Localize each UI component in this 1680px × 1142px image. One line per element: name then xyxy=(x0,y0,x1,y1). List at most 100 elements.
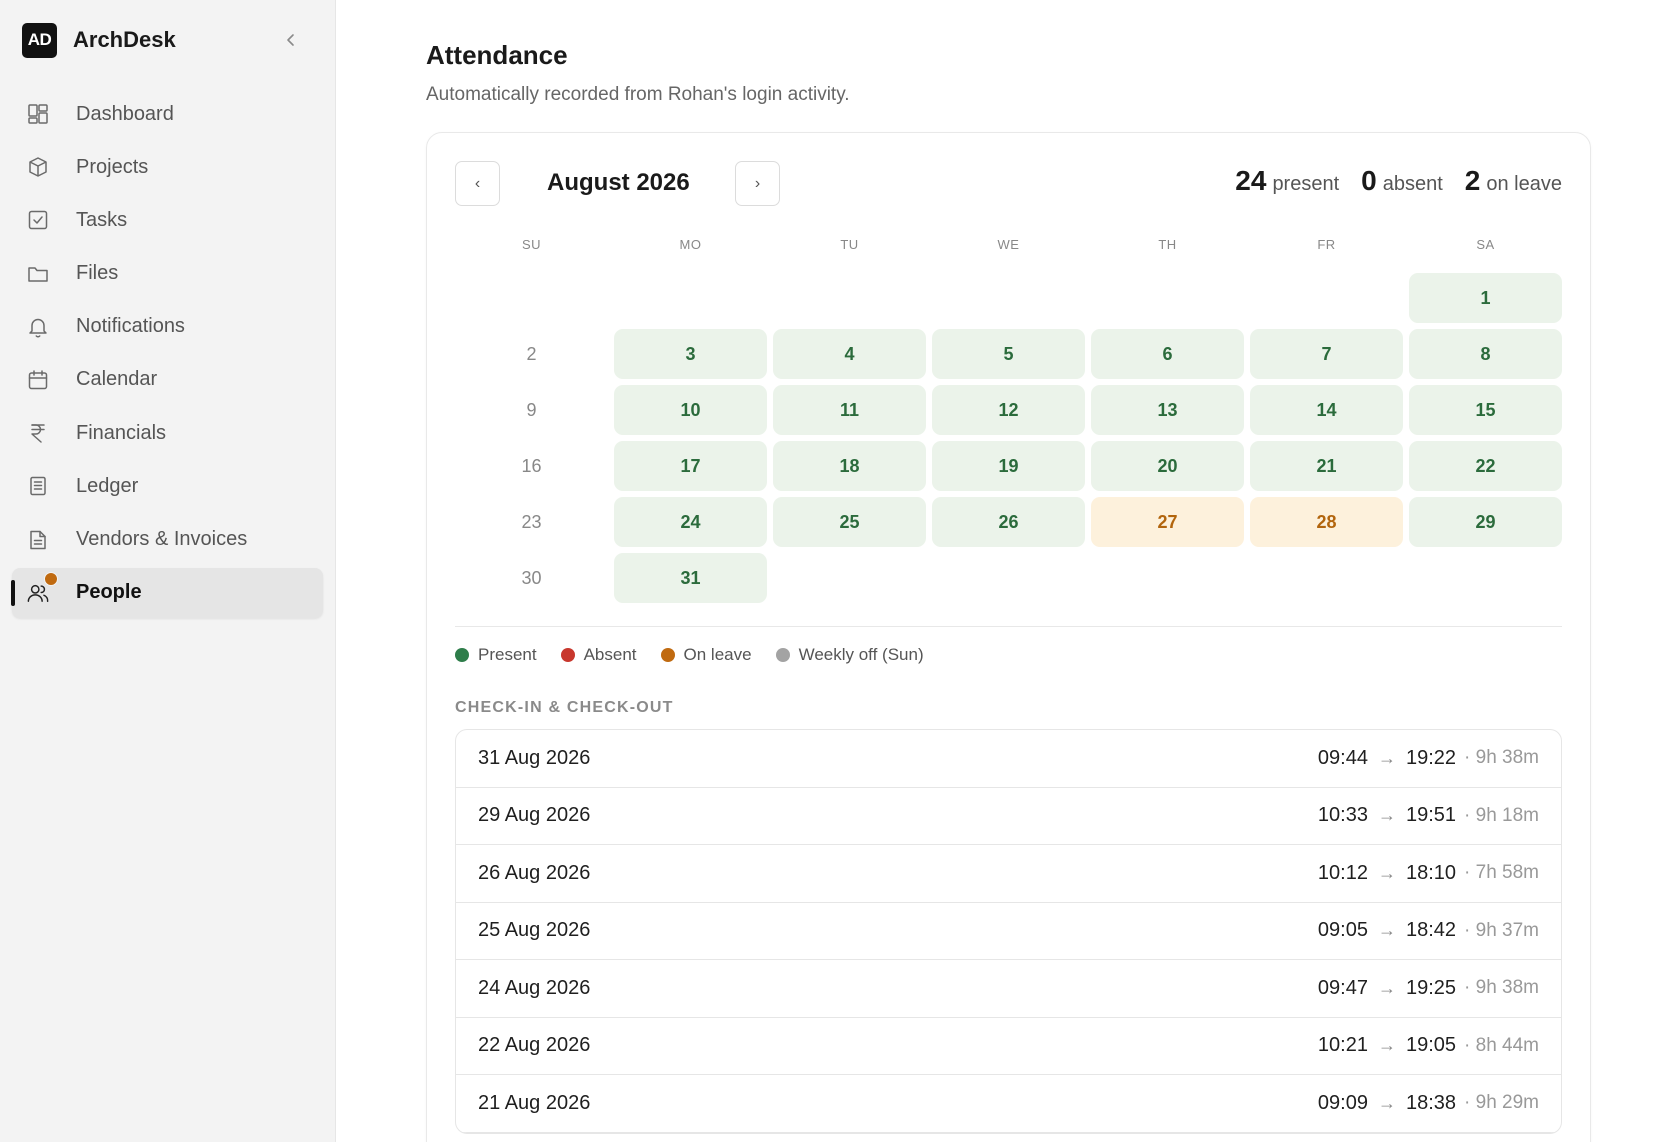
duration: · 9h 18m xyxy=(1464,804,1539,826)
calendar-day-17[interactable]: 17 xyxy=(614,441,767,491)
calendar-empty-cell xyxy=(932,273,1085,323)
checkin-row: 29 Aug 2026 10:33 → 19:51 · 9h 18m xyxy=(456,788,1561,845)
calendar-day-13[interactable]: 13 xyxy=(1091,385,1244,435)
sidebar-item-label: Vendors & Invoices xyxy=(76,528,248,550)
sidebar-item-people[interactable]: People xyxy=(11,567,323,618)
sidebar-item-label: People xyxy=(76,581,142,604)
calendar-day-7[interactable]: 7 xyxy=(1250,329,1403,379)
checkin-date: 25 Aug 2026 xyxy=(478,919,591,942)
sidebar-item-projects[interactable]: Projects xyxy=(12,142,323,192)
checkin-times: 09:44 → 19:22 · 9h 38m xyxy=(1318,747,1539,770)
arrow-right-icon: → xyxy=(1377,747,1396,768)
absent-count: 0 xyxy=(1361,165,1377,196)
prev-month-button[interactable]: ‹ xyxy=(455,161,500,206)
calendar-empty-cell xyxy=(614,273,767,323)
next-month-button[interactable]: › xyxy=(735,161,780,206)
calendar-day-27[interactable]: 27 xyxy=(1091,497,1244,547)
calendar-day-4[interactable]: 4 xyxy=(773,329,926,379)
checkin-times: 10:21 → 19:05 · 8h 44m xyxy=(1318,1034,1539,1057)
sidebar-item-notifications[interactable]: Notifications xyxy=(12,302,323,352)
calendar-day-6[interactable]: 6 xyxy=(1091,329,1244,379)
chevron-left-icon[interactable] xyxy=(279,28,303,52)
check-in-time: 09:09 xyxy=(1317,1091,1368,1114)
legend-item: Present xyxy=(455,645,537,665)
checkin-row: 21 Aug 2026 09:09 → 18:38 · 9h 29m xyxy=(456,1075,1561,1133)
present-label: present xyxy=(1272,173,1340,195)
calendar-empty-cell xyxy=(1091,273,1244,323)
calendar-day-15[interactable]: 15 xyxy=(1409,385,1562,435)
present-count: 24 xyxy=(1235,165,1267,196)
calendar-day-30: 30 xyxy=(521,567,542,588)
arrow-right-icon: → xyxy=(1377,1035,1396,1056)
app-logo[interactable]: AD xyxy=(22,22,57,58)
divider xyxy=(455,626,1562,627)
calendar-day-20[interactable]: 20 xyxy=(1091,441,1244,491)
calendar-day-18[interactable]: 18 xyxy=(773,441,926,491)
calendar-day-26[interactable]: 26 xyxy=(932,497,1085,547)
legend-item: Absent xyxy=(560,645,637,665)
calendar-day-5[interactable]: 5 xyxy=(932,329,1085,379)
checkin-row: 22 Aug 2026 10:21 → 19:05 · 8h 44m xyxy=(456,1018,1561,1075)
calendar-day-14[interactable]: 14 xyxy=(1250,385,1403,435)
check-out-time: 18:10 xyxy=(1405,861,1457,884)
calendar-day-9: 9 xyxy=(526,399,537,420)
legend-dot-icon xyxy=(560,648,575,662)
checkin-section-title: CHECK-IN & CHECK-OUT xyxy=(455,699,674,716)
arrow-right-icon: → xyxy=(1377,1092,1396,1113)
calendar-day-1[interactable]: 1 xyxy=(1409,273,1562,323)
calendar-day-25[interactable]: 25 xyxy=(773,497,926,547)
calendar-day-3[interactable]: 3 xyxy=(614,329,767,379)
calendar-header: ‹ August 2026 › 24 present 0 absent 2 on… xyxy=(455,161,1562,207)
calendar-day-10[interactable]: 10 xyxy=(614,385,767,435)
sidebar-item-dashboard[interactable]: Dashboard xyxy=(12,89,323,139)
leave-count: 2 xyxy=(1464,165,1481,196)
duration: · 9h 37m xyxy=(1464,919,1539,941)
legend-dot-icon xyxy=(660,648,675,662)
sidebar-item-vendors-invoices[interactable]: Vendors & Invoices xyxy=(12,515,323,565)
sidebar-item-calendar[interactable]: Calendar xyxy=(12,355,323,405)
main-content: Attendance Automatically recorded from R… xyxy=(336,0,1680,1142)
calendar-day-12[interactable]: 12 xyxy=(932,385,1085,435)
arrow-right-icon: → xyxy=(1377,862,1396,883)
sidebar-item-tasks[interactable]: Tasks xyxy=(12,195,323,245)
calendar-day-22[interactable]: 22 xyxy=(1409,441,1562,491)
checkin-row: 25 Aug 2026 09:05 → 18:42 · 9h 37m xyxy=(456,903,1561,960)
weekday-label: MO xyxy=(679,237,702,252)
check-in-time: 10:21 xyxy=(1317,1034,1368,1057)
legend-label: Weekly off (Sun) xyxy=(798,645,924,664)
checkin-times: 09:05 → 18:42 · 9h 37m xyxy=(1318,919,1539,942)
calendar-day-28[interactable]: 28 xyxy=(1250,497,1403,547)
sidebar-item-files[interactable]: Files xyxy=(12,249,323,299)
bell-icon xyxy=(27,316,49,338)
duration: · 8h 44m xyxy=(1464,1034,1539,1056)
invoice-icon xyxy=(27,529,49,551)
sidebar-nav: Dashboard Projects Tasks Files xyxy=(11,89,323,621)
brand: AD ArchDesk xyxy=(22,22,313,58)
sidebar-item-financials[interactable]: Financials xyxy=(12,408,323,458)
checkin-date: 24 Aug 2026 xyxy=(478,976,591,999)
calendar-day-29[interactable]: 29 xyxy=(1409,497,1562,547)
checkin-list: 31 Aug 2026 09:44 → 19:22 · 9h 38m 29 Aug 202… xyxy=(455,729,1562,1134)
arrow-right-icon: → xyxy=(1377,920,1396,941)
calendar-day-19[interactable]: 19 xyxy=(932,441,1085,491)
calendar-day-11[interactable]: 11 xyxy=(773,385,926,435)
app-name: ArchDesk xyxy=(73,27,176,52)
checkin-row: 24 Aug 2026 09:47 → 19:25 · 9h 38m xyxy=(456,960,1561,1018)
check-out-time: 19:22 xyxy=(1405,746,1457,769)
attendance-card: ‹ August 2026 › 24 present 0 absent 2 on… xyxy=(426,132,1591,1142)
check-out-time: 18:38 xyxy=(1405,1091,1457,1114)
calendar-day-21[interactable]: 21 xyxy=(1250,441,1403,491)
calendar-day-23: 23 xyxy=(521,511,542,532)
sidebar-item-label: Notifications xyxy=(76,315,185,338)
checkin-times: 09:47 → 19:25 · 9h 38m xyxy=(1318,977,1539,1000)
check-in-time: 09:05 xyxy=(1317,919,1368,942)
calendar-day-8[interactable]: 8 xyxy=(1409,329,1562,379)
check-in-time: 09:47 xyxy=(1317,976,1368,999)
check-out-time: 18:42 xyxy=(1405,919,1457,942)
calendar-day-31[interactable]: 31 xyxy=(614,553,767,603)
calendar-day-24[interactable]: 24 xyxy=(614,497,767,547)
sidebar-item-ledger[interactable]: Ledger xyxy=(12,461,323,511)
weekday-label: TH xyxy=(1158,237,1177,252)
legend-item: Weekly off (Sun) xyxy=(775,645,924,665)
sidebar-item-label: Projects xyxy=(76,155,149,178)
